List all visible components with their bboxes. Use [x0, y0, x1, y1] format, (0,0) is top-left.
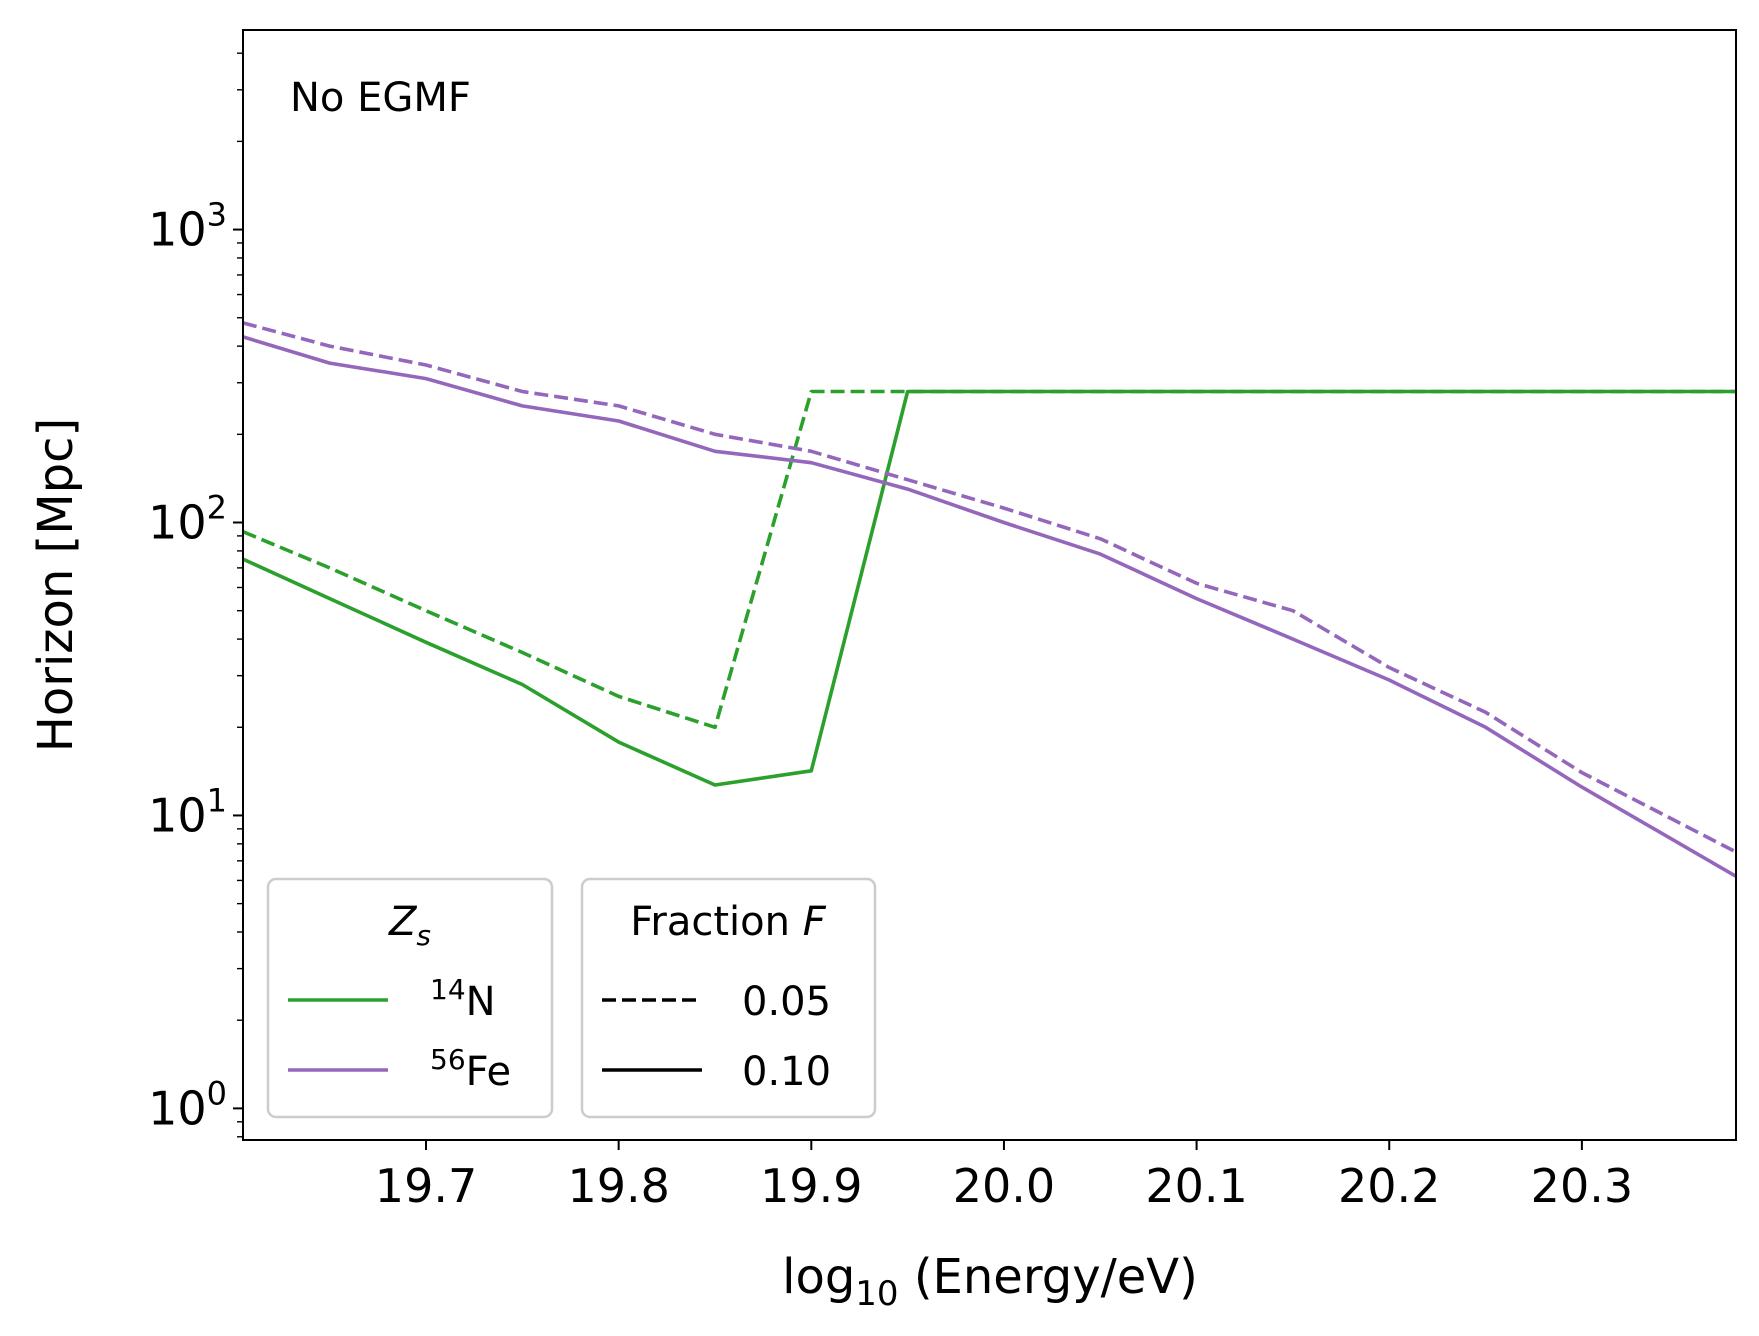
x-tick-label: 20.3 — [1531, 1159, 1633, 1213]
y-axis-minor-ticks — [237, 52, 243, 1138]
legend-fraction-box — [580, 877, 877, 1119]
plot-frame — [242, 29, 1737, 1141]
series-line-fe56-f010 — [243, 335, 1736, 878]
y-axis-ticks: 100 101 102 103 — [148, 196, 243, 1135]
x-tick-label: 19.9 — [760, 1159, 862, 1213]
legend-element: Zs 14N 56Fe — [266, 877, 554, 1119]
x-axis-label: log10 (Energy/eV) — [782, 1249, 1198, 1314]
legend-element-title: Zs — [388, 899, 431, 952]
y-tick-label: 100 — [148, 1074, 227, 1135]
y-tick-label: 102 — [148, 489, 227, 550]
y-tick-label: 103 — [148, 196, 227, 257]
x-tick-label: 19.8 — [567, 1159, 669, 1213]
y-tick-label: 101 — [148, 781, 227, 842]
legend-label-005: 0.05 — [742, 979, 831, 1025]
series-line-n14-f005 — [243, 389, 1736, 730]
legend-label-fe: 56Fe — [430, 1043, 511, 1095]
plot-annotation: No EGMF — [290, 75, 471, 121]
series-line-fe56-f005 — [243, 321, 1736, 854]
series-layer — [243, 321, 1736, 878]
y-axis-label: Horizon [Mpc] — [28, 418, 84, 753]
legend-label-010: 0.10 — [742, 1049, 831, 1095]
legend-label-n: 14N — [430, 973, 496, 1025]
x-tick-label: 20.2 — [1338, 1159, 1440, 1213]
x-tick-label: 20.0 — [953, 1159, 1055, 1213]
x-axis-ticks: 19.7 19.8 19.9 20.0 20.1 20.2 20.3 — [375, 1140, 1633, 1213]
x-tick-label: 19.7 — [375, 1159, 477, 1213]
x-tick-label: 20.1 — [1145, 1159, 1247, 1213]
legend-fraction: Fraction F 0.05 0.10 — [580, 877, 877, 1119]
series-line-n14-f010 — [243, 389, 1736, 787]
legend-fraction-title: Fraction F — [630, 899, 826, 945]
legend-element-box — [266, 877, 554, 1119]
